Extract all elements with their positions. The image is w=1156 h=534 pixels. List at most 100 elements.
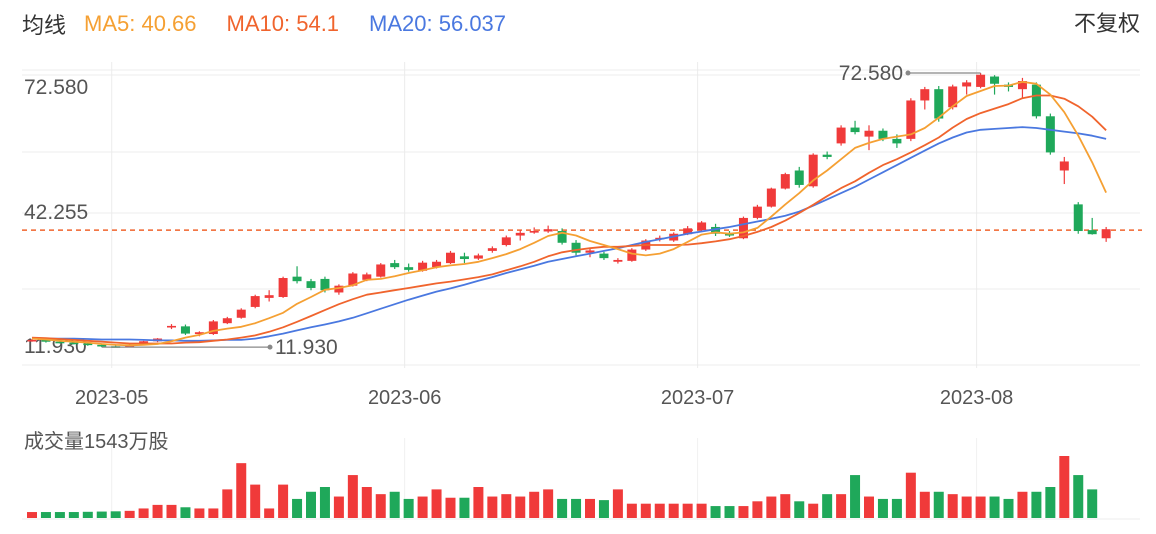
candle-body [948,86,958,108]
candle-body [69,342,79,345]
candle-body [250,296,260,307]
candle-body [41,339,51,342]
candle-body [1101,229,1111,239]
volume-bar [236,463,247,518]
volume-bar [877,498,888,518]
candle-body [780,174,790,189]
candle-body [1045,116,1055,153]
volume-bar [417,496,428,518]
volume-bar [612,489,623,518]
adjust-mode-toggle[interactable]: 不复权 [1073,11,1140,36]
candle-body [1073,204,1083,232]
volume-bar [585,498,595,518]
x-tick-label: 2023-06 [368,387,441,409]
volume-bar [333,496,344,518]
volume-bar [640,503,651,518]
volume-bar [375,494,386,518]
candle-body [1087,230,1097,235]
candle-body [97,344,107,347]
volume-bar [222,489,233,518]
y-tick-label: 72.580 [24,76,88,99]
volume-bar [138,508,149,518]
volume-bar [68,512,79,518]
volume-bar [1045,487,1056,518]
candle-body [194,332,204,335]
candle-body [459,256,469,260]
candle-body [920,89,930,101]
candle-body [208,321,218,335]
candle-body [864,130,874,137]
candle-body [432,261,442,268]
candle-body [1017,81,1027,90]
volume-bar [515,496,526,518]
candle-body [278,278,288,297]
candle-body [627,249,637,261]
volume-bar [54,512,65,518]
x-tick-label: 2023-05 [75,387,148,409]
ma10-legend: MA10: 54.1 [226,11,340,36]
volume-bar [654,503,665,518]
candle-body [934,89,944,119]
volume-bar [96,511,107,518]
candle-body [292,276,302,282]
volume-bar [1031,491,1042,518]
ma10-line [31,94,1107,345]
volume-bar [208,508,219,518]
candle-body [836,127,846,144]
volume-bar [710,506,721,518]
volume-bar [501,494,512,518]
volume-bar [264,508,275,518]
volume-bar [473,487,484,518]
volume-bar [194,508,205,518]
candle-body [878,130,888,139]
candle-body [473,255,483,259]
candle-body [348,273,358,286]
volume-bar [431,489,442,518]
volume-bar [626,503,637,518]
candle-body [222,318,232,324]
volume-bar [124,510,135,518]
candle-body [55,341,65,344]
volume-bar [1017,491,1028,518]
volume-bar [557,498,568,518]
candle-body [1031,84,1041,117]
volume-bar [836,494,847,518]
volume-bar [571,498,582,518]
candle-body [808,154,818,187]
candle-body [990,76,1000,84]
volume-bar [724,506,735,518]
volume-bar [1073,475,1084,518]
ma5-line [31,81,1107,347]
volume-bar [850,475,861,518]
volume-bar [529,491,540,518]
candle-body [543,229,553,232]
volume-bar [668,503,679,518]
volume-bar [543,489,554,518]
candle-body [362,274,372,280]
candle-body [585,250,595,253]
volume-bar [975,496,986,518]
candle-body [501,237,511,246]
ma-legend-title: 均线 [22,13,67,38]
candle-body [264,295,274,298]
candle-body [725,233,734,236]
candle-body [962,82,972,87]
candle-body [711,226,721,234]
x-tick-label: 2023-07 [661,387,734,409]
max-label: 72.580 [839,62,903,85]
candle-body [320,278,330,291]
candle-body [1059,161,1069,171]
volume-bar [166,504,177,518]
volume-bar [933,491,944,518]
volume-bar [794,501,805,518]
volume-bar [445,497,456,518]
candle-body [334,285,344,293]
volume-bar [864,496,874,518]
ma-legend: 均线 MA5: 40.66 MA10: 54.1 MA20: 56.037 [22,8,536,40]
volume-bar [180,507,191,518]
volume-bar [389,491,400,518]
volume-bar [82,511,93,518]
volume-bar [766,496,777,518]
volume-bar [487,496,498,518]
